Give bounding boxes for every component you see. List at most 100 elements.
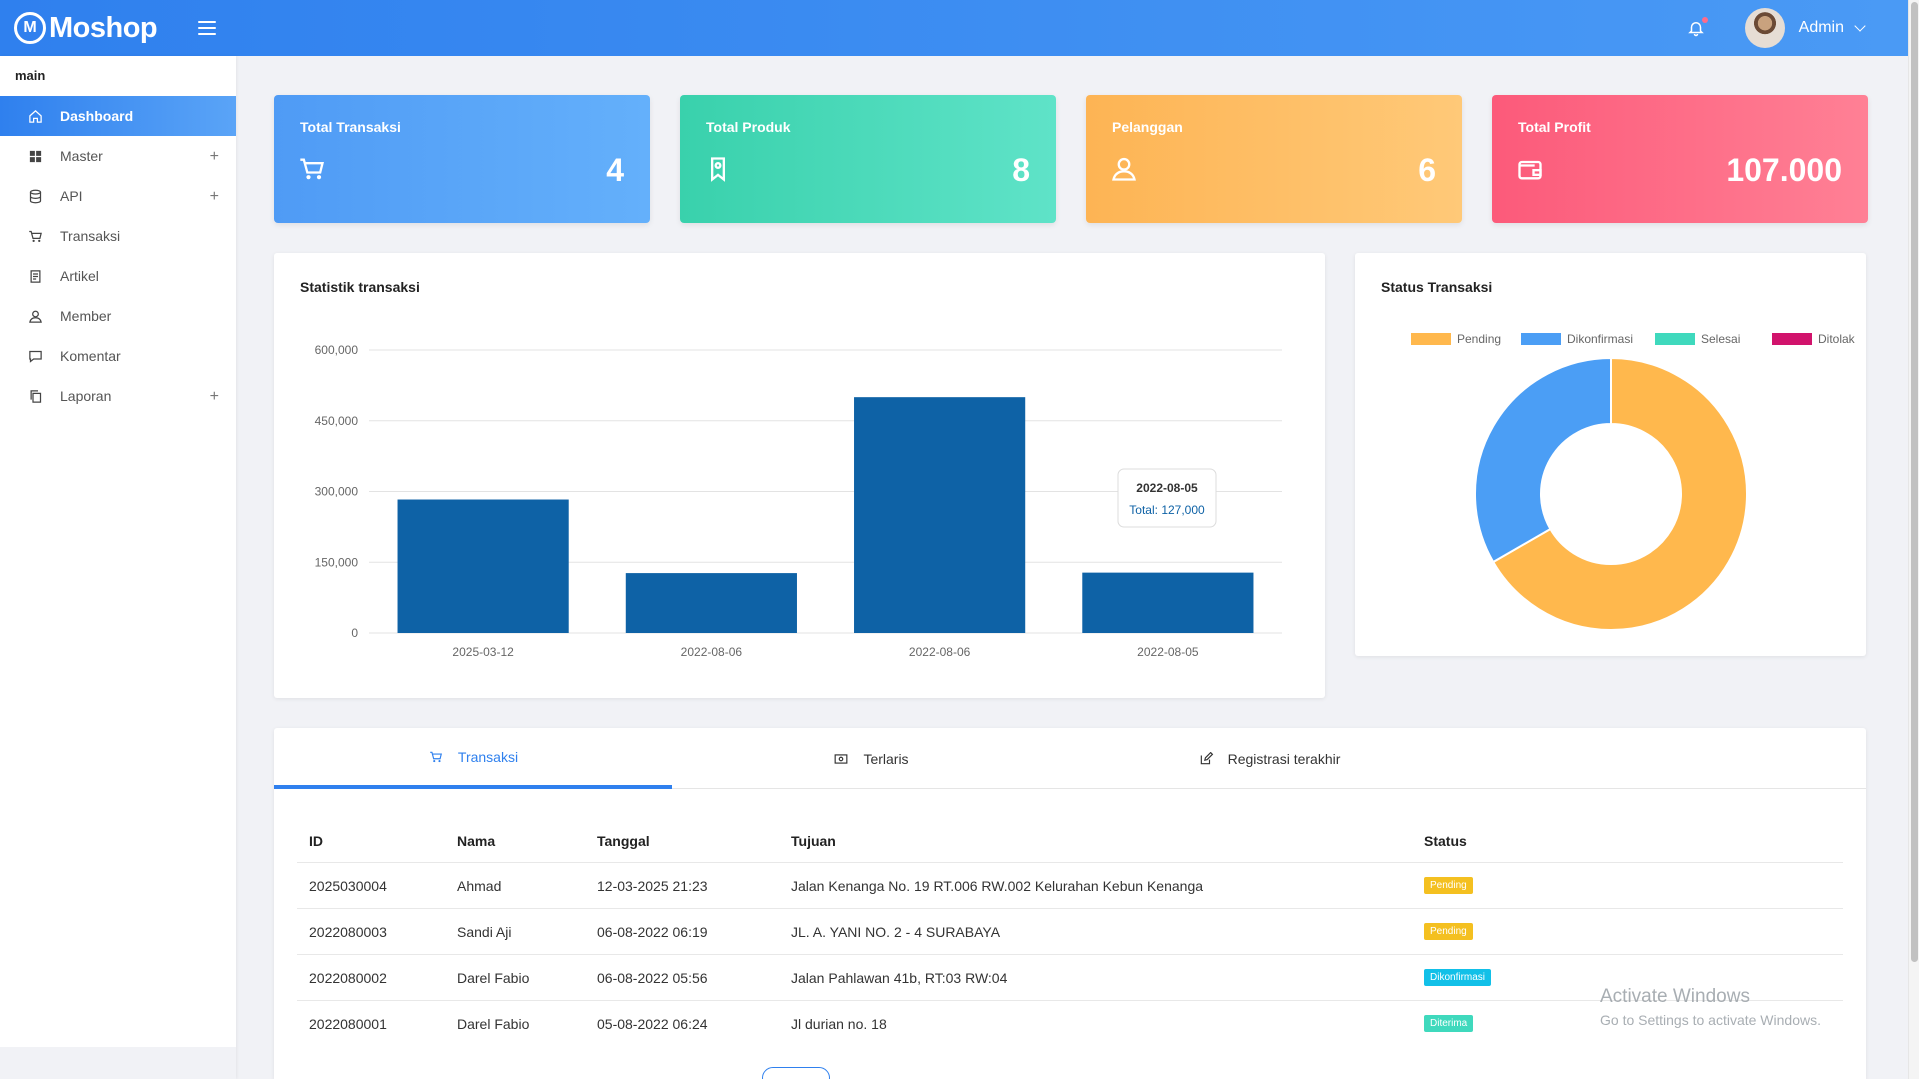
sidebar-item-transaksi[interactable]: Transaksi xyxy=(0,216,236,256)
document-icon xyxy=(27,268,43,284)
tab-label: Registrasi terakhir xyxy=(1227,750,1341,767)
table-cell: 2025030004 xyxy=(309,877,387,894)
y-tick-label: 600,000 xyxy=(315,343,359,357)
user-icon xyxy=(27,308,43,324)
user-icon xyxy=(1110,155,1138,183)
user-name[interactable]: Admin xyxy=(1798,19,1844,36)
table-header-row: ID Nama Tanggal Tujuan Status xyxy=(297,820,1843,862)
bar[interactable] xyxy=(397,499,569,633)
legend-swatch[interactable] xyxy=(1411,333,1451,345)
transaction-statistics-panel: Statistik transaksi 0 150,000 300,000 450,0… xyxy=(274,253,1325,698)
activation-watermark-subtitle: Go to Settings to activate Windows. xyxy=(1600,1012,1821,1028)
legend-swatch[interactable] xyxy=(1772,333,1812,345)
table-cell: Ahmad xyxy=(457,877,502,894)
top-navbar: M Moshop Admin xyxy=(0,0,1908,56)
legend-swatch[interactable] xyxy=(1521,333,1561,345)
status-badge: Pending xyxy=(1424,923,1473,940)
donut-slice-dikonfirmasi[interactable] xyxy=(1474,356,1612,564)
table-cell: 2022080003 xyxy=(309,923,387,940)
column-header: ID xyxy=(309,833,323,849)
sidebar-item-label: Artikel xyxy=(60,268,99,284)
stat-card-pelanggan: Pelanggan 6 xyxy=(1086,95,1462,223)
sidebar-footer xyxy=(0,1047,236,1079)
bar[interactable] xyxy=(854,397,1026,633)
tab-bar: Transaksi Terlaris Registrasi terakhir xyxy=(274,728,1866,789)
scrollbar-thumb[interactable] xyxy=(1911,2,1918,962)
donut-slice-pending[interactable] xyxy=(1491,356,1748,631)
stat-card-title: Total Transaksi xyxy=(300,119,401,135)
table-cell: Darel Fabio xyxy=(457,969,530,986)
sidebar-item-artikel[interactable]: Artikel xyxy=(0,256,236,296)
donut-chart-title: Status Transaksi xyxy=(1381,279,1493,295)
table-cell: Darel Fabio xyxy=(457,1015,530,1032)
x-tick-label: 2025-03-12 xyxy=(452,645,514,659)
chart-tooltip: 2022-08-05 Total: 127,000 xyxy=(1117,468,1217,528)
table-row[interactable]: 2022080001 Darel Fabio 05-08-2022 06:24 Jl … xyxy=(297,1000,1843,1046)
brand-name: Moshop xyxy=(49,11,158,44)
table-cell: Jalan Kenanga No. 19 RT.006 RW.002 Kelur… xyxy=(791,877,1204,894)
transactions-table: ID Nama Tanggal Tujuan Status 2025030004 Ahmad… xyxy=(297,820,1843,1046)
sidebar-item-label: Laporan xyxy=(60,388,112,404)
grid-icon xyxy=(27,148,43,164)
column-header: Tujuan xyxy=(791,833,836,849)
table-cell: Jalan Pahlawan 41b, RT:03 RW:04 xyxy=(791,969,1008,986)
column-header: Nama xyxy=(457,833,496,849)
status-badge: Dikonfirmasi xyxy=(1424,969,1492,986)
activation-watermark-title: Activate Windows xyxy=(1600,986,1750,1007)
stat-card-value: 6 xyxy=(1418,152,1436,188)
legend-label[interactable]: Selesai xyxy=(1701,332,1740,346)
legend-label[interactable]: Pending xyxy=(1457,332,1501,346)
tooltip-value: Total: 127,000 xyxy=(1129,503,1205,517)
sidebar-section-title: main xyxy=(15,68,46,83)
table-cell: JL. A. YANI NO. 2 - 4 SURABAYA xyxy=(791,923,1001,940)
legend-swatch[interactable] xyxy=(1655,333,1695,345)
legend-label[interactable]: Ditolak xyxy=(1818,332,1856,346)
brand[interactable]: M Moshop xyxy=(0,12,236,45)
tab-terlaris[interactable]: Terlaris xyxy=(672,728,1070,789)
bar[interactable] xyxy=(625,573,797,633)
sidebar-item-label: Dashboard xyxy=(60,108,134,124)
sidebar-item-komentar[interactable]: Komentar xyxy=(0,336,236,376)
y-tick-label: 0 xyxy=(351,626,358,640)
menu-toggle-icon[interactable] xyxy=(198,21,216,35)
tab-transaksi[interactable]: Transaksi xyxy=(274,728,672,789)
stat-card-title: Total Profit xyxy=(1518,119,1591,135)
sidebar-item-dashboard[interactable]: Dashboard xyxy=(0,96,236,136)
avatar[interactable] xyxy=(1744,8,1785,48)
expand-plus-icon[interactable]: + xyxy=(209,388,219,405)
x-tick-label: 2022-08-06 xyxy=(909,645,971,659)
sidebar-item-master[interactable]: Master + xyxy=(0,136,236,176)
table-cell: 05-08-2022 06:24 xyxy=(597,1015,708,1032)
chevron-down-icon[interactable] xyxy=(1854,20,1866,32)
table-row[interactable]: 2022080002 Darel Fabio 06-08-2022 05:56 Jal… xyxy=(297,954,1843,1000)
legend-label[interactable]: Dikonfirmasi xyxy=(1567,332,1633,346)
table-cell: Jl durian no. 18 xyxy=(791,1015,887,1032)
column-header: Status xyxy=(1424,833,1467,849)
table-row[interactable]: 2022080003 Sandi Aji 06-08-2022 06:19 JL. A… xyxy=(297,908,1843,954)
expand-plus-icon[interactable]: + xyxy=(209,148,219,165)
tooltip-title: 2022-08-05 xyxy=(1136,481,1198,495)
cart-icon xyxy=(298,155,326,183)
sidebar-item-laporan[interactable]: Laporan + xyxy=(0,376,236,416)
bar[interactable] xyxy=(1082,572,1254,633)
tooltip-box xyxy=(1117,468,1217,528)
edit-icon xyxy=(1198,751,1214,766)
transaction-status-panel: Status Transaksi Pending Dikonfirmasi Sele… xyxy=(1355,253,1866,656)
tab-label: Transaksi xyxy=(457,748,519,765)
sidebar-item-member[interactable]: Member xyxy=(0,296,236,336)
expand-plus-icon[interactable]: + xyxy=(209,188,219,205)
load-more-button[interactable] xyxy=(762,1067,830,1079)
sidebar-item-label: Transaksi xyxy=(60,228,121,244)
page-scrollbar[interactable] xyxy=(1908,0,1919,1079)
tab-registrasi-terakhir[interactable]: Registrasi terakhir xyxy=(1070,728,1468,789)
bell-icon[interactable] xyxy=(1687,17,1708,37)
y-tick-label: 300,000 xyxy=(315,485,359,499)
comment-icon xyxy=(27,348,43,364)
x-tick-label: 2022-08-05 xyxy=(1137,645,1199,659)
stat-card-total-produk: Total Produk 8 xyxy=(680,95,1056,223)
tab-label: Terlaris xyxy=(863,750,909,767)
sidebar-item-label: API xyxy=(60,188,83,204)
sidebar-item-api[interactable]: API + xyxy=(0,176,236,216)
table-row[interactable]: 2025030004 Ahmad 12-03-2025 21:23 Jalan Ken… xyxy=(297,862,1843,908)
brand-logo-icon: M xyxy=(14,12,46,44)
